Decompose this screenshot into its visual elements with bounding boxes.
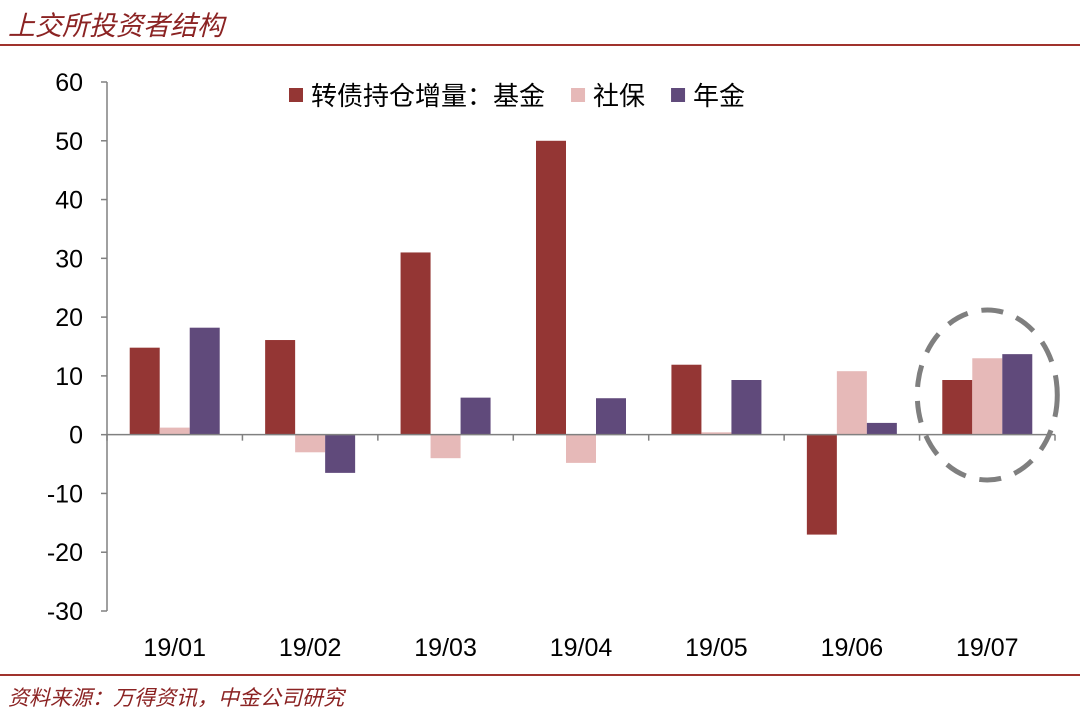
bars-group xyxy=(129,140,1033,535)
x-tick-label: 19/07 xyxy=(956,634,1019,662)
x-tick-label: 19/06 xyxy=(821,634,884,662)
legend-label-基金: 基金 xyxy=(493,82,545,112)
bar-基金-19/06 xyxy=(806,434,837,535)
bar-年金-19/04 xyxy=(596,398,626,435)
bar-年金-19/01 xyxy=(189,327,220,435)
x-tick-label: 19/03 xyxy=(414,634,477,662)
x-tick-label: 19/05 xyxy=(685,634,748,662)
bar-基金-19/07 xyxy=(942,380,973,435)
legend-label-年金: 年金 xyxy=(693,82,745,112)
y-tick-label: 60 xyxy=(55,69,83,97)
bar-社保-19/04 xyxy=(566,434,596,463)
bar-基金-19/02 xyxy=(265,340,296,435)
legend-prefix: 转债持仓增量： xyxy=(311,82,493,112)
highlight-circle xyxy=(914,307,1060,483)
legend-swatch-基金 xyxy=(289,88,303,102)
bar-年金-19/07 xyxy=(1002,354,1033,435)
bar-年金-19/06 xyxy=(866,422,897,435)
y-tick-label: 10 xyxy=(55,363,83,391)
bar-社保-19/03 xyxy=(430,434,461,459)
y-tick-label: 50 xyxy=(55,128,83,156)
legend: 转债持仓增量： 基金 社保 年金 xyxy=(289,82,745,112)
y-axis: -30 -20 -10 0 10 20 30 40 50 60 xyxy=(47,69,108,626)
y-tick-label: -20 xyxy=(47,539,83,567)
bar-社保-19/01 xyxy=(159,427,190,435)
bar-基金-19/01 xyxy=(129,347,160,435)
bar-基金-19/04 xyxy=(536,140,566,435)
x-tick-label: 19/04 xyxy=(550,634,613,662)
page-title: 上交所投资者结构 xyxy=(8,11,224,42)
bar-基金-19/03 xyxy=(400,252,431,435)
bar-社保-19/02 xyxy=(295,434,326,453)
bar-年金-19/05 xyxy=(731,380,762,435)
x-tick-label: 19/02 xyxy=(279,634,342,662)
y-tick-label: -10 xyxy=(47,480,83,508)
y-tick-label: 0 xyxy=(69,422,83,450)
bar-基金-19/05 xyxy=(671,364,702,435)
highlight-group xyxy=(914,307,1060,483)
bar-社保-19/05 xyxy=(701,432,732,435)
y-tick-label: 20 xyxy=(55,304,83,332)
x-tick-label: 19/01 xyxy=(143,634,206,662)
footer-divider xyxy=(0,674,1080,676)
bar-年金-19/02 xyxy=(325,434,356,473)
bar-社保-19/07 xyxy=(972,358,1003,435)
y-tick-label: 40 xyxy=(55,187,83,215)
bar-年金-19/03 xyxy=(460,397,491,435)
header-divider xyxy=(0,44,1080,46)
y-tick-label: 30 xyxy=(55,245,83,273)
legend-swatch-社保 xyxy=(571,88,586,102)
x-axis: 19/01 19/02 19/03 19/04 19/05 19/06 19/07 xyxy=(106,433,1056,662)
legend-label-社保: 社保 xyxy=(593,82,645,112)
bar-社保-19/06 xyxy=(836,371,867,435)
source-note: 资料来源：万得资讯，中金公司研究 xyxy=(8,686,344,710)
y-tick-label: -30 xyxy=(47,598,83,626)
legend-swatch-年金 xyxy=(671,88,686,102)
